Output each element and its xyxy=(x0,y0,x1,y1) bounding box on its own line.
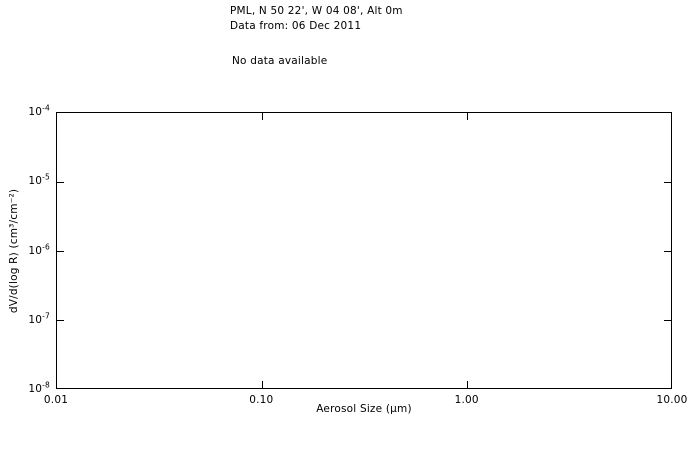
no-data-annotation: No data available xyxy=(232,55,328,67)
figure-title-line-2: Data from: 06 Dec 2011 xyxy=(230,20,362,32)
y-axis-tick-label: 10-5 xyxy=(28,172,50,188)
x-axis-tick-mark-top xyxy=(467,113,469,120)
x-axis-tick-label: 1.00 xyxy=(454,394,479,406)
y-axis-tick-mark xyxy=(57,320,64,322)
y-axis-tick-label: 10-6 xyxy=(28,242,50,257)
plot-area xyxy=(56,112,672,389)
y-axis-title-text: dV/d(log R) (cm³/cm⁻²) xyxy=(8,188,21,313)
figure-title-line-1: PML, N 50 22', W 04 08', Alt 0m xyxy=(230,5,403,17)
x-axis-tick-label: 10.00 xyxy=(656,394,688,406)
x-axis-tick-mark-top xyxy=(261,113,263,120)
y-axis-tick-mark-right xyxy=(664,251,671,252)
y-axis-tick-label: 10-8 xyxy=(28,380,50,395)
y-axis-tick-mark-right xyxy=(664,181,671,183)
x-axis-tick-mark xyxy=(261,381,263,388)
x-axis-tick-label: 0.10 xyxy=(249,394,274,406)
y-axis-tick-label: 10-4 xyxy=(28,103,50,118)
x-axis-tick-label: 0.01 xyxy=(43,394,69,406)
y-axis-tick-mark xyxy=(57,181,64,183)
x-axis-title: Aerosol Size (µm) xyxy=(316,403,412,415)
y-axis-tick-label: 10-7 xyxy=(28,311,50,326)
x-axis-tick-mark xyxy=(467,381,469,388)
y-axis-tick-mark-right xyxy=(664,320,671,322)
y-axis-title: dV/d(log R) (cm³/cm⁻²) xyxy=(6,112,22,389)
y-axis-tick-mark xyxy=(57,251,64,252)
figure-title-block: PML, N 50 22', W 04 08', Alt 0m Data fro… xyxy=(230,4,403,34)
